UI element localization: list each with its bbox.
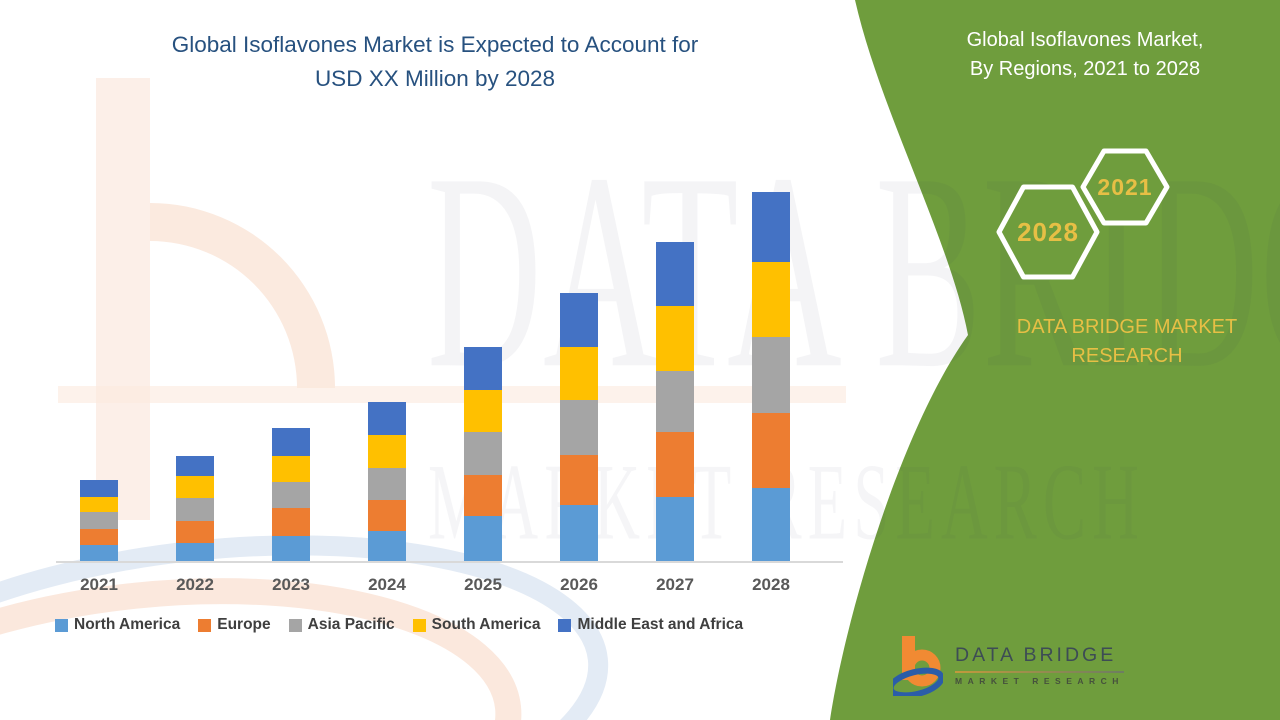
brand-text: DATA BRIDGE MARKET RESEARCH xyxy=(1016,316,1238,367)
page-title-line2: USD XX Million by 2028 xyxy=(314,65,556,91)
bar-segment-2028-north-america xyxy=(752,488,790,562)
bar-segment-2023-middle-east-and-africa xyxy=(272,428,310,456)
bar-segment-2021-middle-east-and-africa xyxy=(80,480,118,497)
bar-segment-2028-middle-east-and-africa xyxy=(752,192,790,262)
hexagon-badges: 2028 2021 xyxy=(996,148,1170,280)
watermark-swoosh-peach xyxy=(0,578,522,720)
side-panel-title: Global Isoflavones Market, By Regions, 2… xyxy=(920,26,1250,84)
legend-item-south-america: South America xyxy=(412,616,541,634)
logo-name: DATA BRIDGE xyxy=(955,644,1124,673)
bar-segment-2024-europe xyxy=(368,500,406,531)
bar-segment-2026-europe xyxy=(560,455,598,505)
x-axis-label-2026: 2026 xyxy=(560,575,598,594)
bar-segment-2022-europe xyxy=(176,521,214,543)
page-title-line1: Global Isoflavones Market is Expected to… xyxy=(171,32,699,57)
logo-b-icon xyxy=(893,636,943,696)
hexagon-2028-label: 2028 xyxy=(1017,217,1079,247)
watermark-band xyxy=(58,386,846,403)
bar-segment-2025-south-america xyxy=(464,390,502,432)
page-title: Global Isoflavones Market is Expected to… xyxy=(105,28,765,96)
bar-segment-2021-asia-pacific xyxy=(80,512,118,529)
bar-segment-2023-south-america xyxy=(272,456,310,482)
legend: North America Europe Asia Pacific South Ame… xyxy=(55,616,743,634)
x-axis-label-2028: 2028 xyxy=(752,575,790,594)
bar-segment-2027-middle-east-and-africa xyxy=(656,242,694,306)
bar-segment-2025-middle-east-and-africa xyxy=(464,347,502,390)
side-panel-title-line2: By Regions, 2021 to 2028 xyxy=(969,58,1201,80)
bar-segment-2023-asia-pacific xyxy=(272,482,310,508)
bar-segment-2025-asia-pacific xyxy=(464,432,502,475)
x-axis-line xyxy=(56,561,843,563)
bar-segment-2021-south-america xyxy=(80,497,118,512)
bar-segment-2021-north-america xyxy=(80,545,118,562)
bar-segment-2021-europe xyxy=(80,529,118,545)
bar-segment-2026-asia-pacific xyxy=(560,400,598,455)
legend-item-middle-east-and-africa: Middle East and Africa xyxy=(558,616,743,634)
bar-segment-2024-asia-pacific xyxy=(368,468,406,500)
bar-segment-2028-south-america xyxy=(752,262,790,337)
legend-label: South America xyxy=(431,616,541,633)
bar-segment-2024-south-america xyxy=(368,435,406,468)
bar-segment-2022-north-america xyxy=(176,543,214,562)
footer-logo: DATA BRIDGE MARKET RESEARCH xyxy=(893,634,1124,696)
x-axis-label-2025: 2025 xyxy=(464,575,502,594)
watermark-logo-bowl xyxy=(150,203,335,388)
bar-segment-2027-south-america xyxy=(656,306,694,371)
bar-segment-2022-south-america xyxy=(176,476,214,498)
legend-label: Asia Pacific xyxy=(307,616,395,633)
legend-swatch xyxy=(412,618,426,632)
bar-segment-2028-europe xyxy=(752,413,790,488)
watermark-logo-stem xyxy=(96,78,150,520)
hexagon-2028 xyxy=(996,184,1100,280)
x-axis-label-2022: 2022 xyxy=(176,575,214,594)
bar-segment-2025-europe xyxy=(464,475,502,516)
bar-segment-2022-asia-pacific xyxy=(176,498,214,521)
bar-segment-2027-europe xyxy=(656,432,694,497)
x-axis-label-2027: 2027 xyxy=(656,575,694,594)
bar-segment-2026-south-america xyxy=(560,347,598,400)
side-panel-title-line1: Global Isoflavones Market, xyxy=(966,29,1204,51)
bar-segment-2027-asia-pacific xyxy=(656,371,694,432)
x-axis-label-2021: 2021 xyxy=(80,575,118,594)
bar-segment-2026-middle-east-and-africa xyxy=(560,293,598,347)
bar-segment-2022-middle-east-and-africa xyxy=(176,456,214,476)
legend-item-europe: Europe xyxy=(198,616,271,634)
legend-item-north-america: North America xyxy=(55,616,180,634)
logo-text-block: DATA BRIDGE MARKET RESEARCH xyxy=(955,634,1124,686)
legend-label: Europe xyxy=(217,616,271,633)
x-axis-label-2023: 2023 xyxy=(272,575,310,594)
legend-label: Middle East and Africa xyxy=(577,616,744,633)
green-panel-path xyxy=(830,0,1280,720)
hexagon-2021 xyxy=(1080,148,1170,226)
bar-segment-2023-north-america xyxy=(272,536,310,562)
bar-segment-2023-europe xyxy=(272,508,310,536)
bar-segment-2025-north-america xyxy=(464,516,502,562)
bar-segment-2026-north-america xyxy=(560,505,598,562)
bar-segment-2028-asia-pacific xyxy=(752,337,790,413)
bar-segment-2024-middle-east-and-africa xyxy=(368,402,406,435)
legend-swatch xyxy=(55,618,68,632)
bar-segment-2027-north-america xyxy=(656,497,694,562)
x-axis-label-2024: 2024 xyxy=(368,575,406,594)
legend-item-asia-pacific: Asia Pacific xyxy=(288,616,395,634)
hexagon-2021-label: 2021 xyxy=(1097,174,1152,200)
legend-swatch xyxy=(198,618,212,632)
legend-swatch xyxy=(288,618,302,632)
legend-label: North America xyxy=(74,616,181,633)
logo-tagline: MARKET RESEARCH xyxy=(955,676,1124,686)
legend-swatch xyxy=(558,618,572,632)
bar-segment-2024-north-america xyxy=(368,531,406,562)
